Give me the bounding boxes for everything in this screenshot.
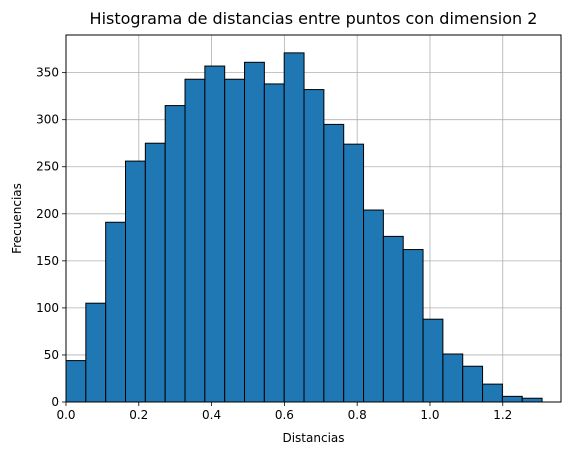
histogram-bar — [244, 61, 265, 403]
histogram-bar — [442, 353, 464, 403]
histogram-bar — [105, 221, 127, 403]
histogram-bar — [402, 249, 424, 403]
histogram-bar — [125, 160, 146, 403]
y-tick-label: 0 — [51, 395, 59, 409]
histogram-bar — [164, 105, 186, 403]
y-tick-label: 50 — [44, 348, 59, 362]
x-tick-label: 1.0 — [420, 408, 439, 422]
histogram-bar — [184, 78, 206, 403]
histogram-bar — [343, 143, 365, 403]
y-tick-label: 100 — [36, 301, 59, 315]
x-axis-ticks: 0.0 0.2 0.4 0.6 0.8 1.0 1.2 — [56, 402, 512, 422]
x-tick-label: 0.0 — [56, 408, 75, 422]
histogram-bar — [323, 123, 345, 403]
y-axis-ticks: 0 50 100 150 200 250 300 350 — [36, 66, 66, 409]
histogram-bar — [85, 302, 107, 403]
y-axis-label: Frecuencias — [10, 183, 24, 254]
y-tick-label: 200 — [36, 207, 59, 221]
y-tick-label: 150 — [36, 254, 59, 268]
chart-title: Histograma de distancias entre puntos co… — [90, 9, 538, 28]
histogram-bar — [363, 209, 384, 403]
histogram-bar — [204, 65, 226, 403]
histogram-bar — [263, 83, 285, 403]
plot-area-frame — [65, 34, 562, 403]
x-axis-label: Distancias — [282, 431, 344, 445]
histogram-bar — [283, 52, 305, 403]
x-tick-label: 1.2 — [493, 408, 512, 422]
y-tick-label: 300 — [36, 113, 59, 127]
histogram-bar — [482, 383, 503, 403]
histogram-bar — [303, 89, 325, 403]
x-tick-label: 0.2 — [129, 408, 148, 422]
histogram-bar — [224, 78, 246, 403]
histogram-bar — [521, 397, 543, 403]
histogram-bar — [382, 235, 404, 403]
y-tick-label: 250 — [36, 160, 59, 174]
histogram-bar — [65, 360, 87, 403]
histogram-bar — [422, 318, 444, 403]
x-tick-label: 0.4 — [202, 408, 221, 422]
histogram-bar — [501, 395, 523, 403]
x-tick-label: 0.8 — [348, 408, 367, 422]
histogram-bar — [144, 142, 166, 403]
histogram-bar — [462, 365, 484, 403]
y-tick-label: 350 — [36, 66, 59, 80]
x-tick-label: 0.6 — [275, 408, 294, 422]
